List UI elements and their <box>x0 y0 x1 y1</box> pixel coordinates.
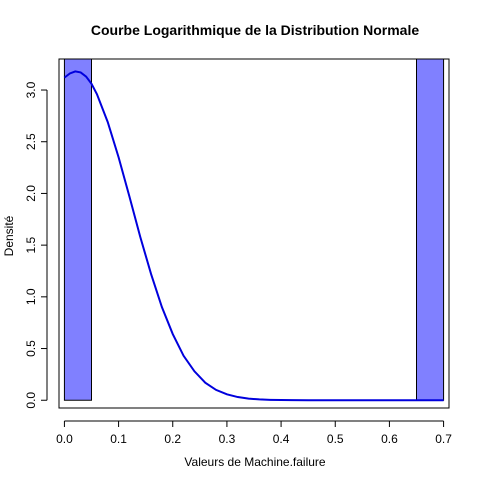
chart-title: Courbe Logarithmique de la Distribution … <box>91 22 419 38</box>
x-tick-label-4: 0.4 <box>273 432 290 446</box>
y-axis-label: Densité <box>2 215 16 256</box>
x-tick-label-0: 0.0 <box>56 432 73 446</box>
x-tick-label-1: 0.1 <box>110 432 127 446</box>
y-tick-label-3: 1.5 <box>24 236 38 253</box>
histogram-bar-13 <box>416 58 445 401</box>
x-tick-label-5: 0.5 <box>327 432 344 446</box>
plot-frame <box>58 58 450 409</box>
y-tick-label-4: 2.0 <box>24 185 38 202</box>
x-axis: 0.0 0.1 0.2 0.3 0.4 0.5 0.6 0.7 <box>56 420 452 446</box>
y-tick-label-6: 3.0 <box>24 81 38 98</box>
x-tick-label-7: 0.7 <box>435 432 452 446</box>
histogram-bar-0 <box>63 58 92 401</box>
y-tick-label-0: 0.0 <box>24 392 38 409</box>
histogram-bars <box>63 58 445 401</box>
y-axis: 0.0 0.5 1.0 1.5 2.0 2.5 3.0 <box>24 81 48 409</box>
x-tick-label-6: 0.6 <box>381 432 398 446</box>
y-tick-label-5: 2.5 <box>24 133 38 150</box>
density-curve-layer <box>63 70 444 402</box>
x-tick-label-2: 0.2 <box>164 432 181 446</box>
density-curve <box>63 70 444 402</box>
y-tick-label-1: 0.5 <box>24 340 38 357</box>
y-tick-label-2: 1.0 <box>24 288 38 305</box>
x-axis-label: Valeurs de Machine.failure <box>184 455 326 469</box>
x-tick-label-3: 0.3 <box>219 432 236 446</box>
